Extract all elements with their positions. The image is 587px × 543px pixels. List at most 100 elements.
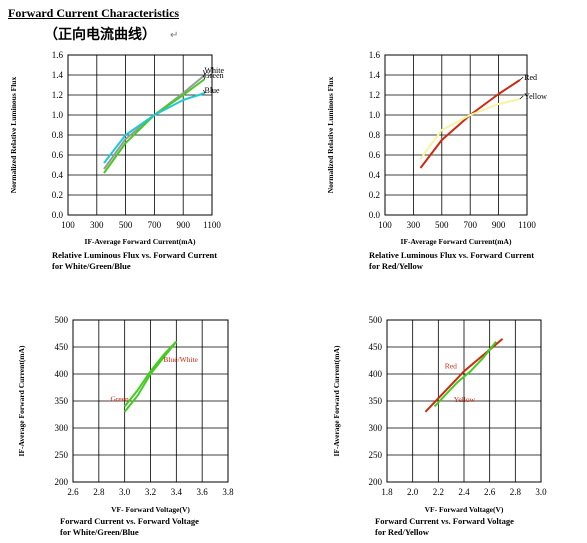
x-tick-label: 2.2 [433, 487, 444, 497]
x-tick-label: 2.6 [484, 487, 496, 497]
series-annotation: Red [445, 362, 457, 371]
y-tick-label: 500 [369, 315, 383, 325]
y-tick-label: 0.4 [52, 170, 64, 180]
chart-caption-line: Forward Current vs. Forward Voltage [60, 516, 199, 526]
y-tick-label: 1.4 [369, 70, 381, 80]
x-tick-label: 2.4 [458, 487, 470, 497]
series-label-leader [519, 76, 524, 81]
y-tick-label: 1.4 [52, 70, 64, 80]
y-tick-label: 250 [55, 450, 69, 460]
x-axis-label: IF-Average Forward Current(mA) [401, 237, 512, 246]
x-tick-label: 3.6 [197, 487, 209, 497]
x-tick-label: 2.0 [407, 487, 419, 497]
x-axis-label: VF- Forward Voltage(V) [111, 505, 190, 514]
y-tick-label: 0.4 [369, 170, 381, 180]
x-tick-label: 300 [407, 220, 421, 230]
x-tick-label: 300 [90, 220, 104, 230]
series-line-green [123, 340, 178, 413]
y-tick-label: 0.2 [52, 190, 63, 200]
series-label: Red [524, 73, 537, 82]
series-annotation: Green [110, 395, 129, 404]
y-tick-label: 350 [55, 396, 69, 406]
y-tick-label: 0.2 [369, 190, 380, 200]
chart-1: 100 300 500 700 900 1100 0.0 0.2 0.4 0.6 0.8 1.0 1.2… [9, 50, 225, 271]
y-tick-label: 200 [369, 477, 383, 487]
y-tick-label: 400 [55, 369, 69, 379]
y-tick-label: 500 [55, 315, 69, 325]
x-tick-label: 2.6 [67, 487, 79, 497]
y-tick-label: 0.8 [369, 130, 381, 140]
series-line-blue-white [123, 340, 178, 408]
chart-2: 100 300 500 700 900 1100 0.0 0.2 0.4 0.6 0.8 1.0 1.2… [326, 50, 547, 271]
y-tick-label: 0.6 [52, 150, 64, 160]
x-tick-label: 3.0 [535, 487, 547, 497]
chart-caption-line: for Red/Yellow [369, 261, 424, 271]
x-tick-label: 1.8 [381, 487, 393, 497]
y-tick-label: 450 [369, 342, 383, 352]
y-tick-label: 300 [369, 423, 383, 433]
y-tick-label: 200 [55, 477, 69, 487]
series-label-leader [203, 69, 206, 76]
chart-caption-line: for Red/Yellow [375, 527, 430, 537]
y-tick-label: 0.0 [369, 210, 381, 220]
y-axis-label: IF-Average Forward Current(mA) [332, 345, 341, 456]
chart-3: 2.6 2.8 3.0 3.2 3.4 3.6 3.8 200 250 300 350 400 450 5… [17, 315, 234, 537]
series-label-leader [202, 74, 206, 80]
x-tick-label: 100 [61, 220, 75, 230]
x-tick-label: 1100 [518, 220, 536, 230]
y-tick-label: 250 [369, 450, 383, 460]
y-tick-label: 1.6 [369, 50, 381, 60]
chart-caption-line: for White/Green/Blue [60, 527, 139, 537]
plot-frame [67, 54, 213, 216]
x-tick-label: 900 [492, 220, 506, 230]
chart-caption-line: for White/Green/Blue [52, 261, 131, 271]
x-tick-label: 100 [378, 220, 392, 230]
y-axis-label: IF-Average Forward Current(mA) [17, 345, 26, 456]
plot-frame [384, 54, 528, 216]
chart-caption-line: Forward Current vs. Forward Voltage [375, 516, 514, 526]
y-axis-label: Normalized Relative Luminous Flux [9, 77, 18, 194]
y-tick-label: 400 [369, 369, 383, 379]
x-tick-label: 3.4 [171, 487, 183, 497]
series-label-leader [203, 89, 206, 94]
series-line-blue [103, 92, 206, 164]
y-tick-label: 300 [55, 423, 69, 433]
page-subtitle: （正向电流曲线） [44, 27, 156, 43]
x-tick-label: 700 [148, 220, 162, 230]
y-tick-label: 1.2 [52, 90, 63, 100]
y-tick-label: 1.6 [52, 50, 64, 60]
y-tick-label: 1.0 [52, 110, 64, 120]
y-tick-label: 450 [55, 342, 69, 352]
series-label: Green [204, 71, 224, 80]
page-title: Forward Current Characteristics [8, 6, 180, 20]
chart-4: 1.8 2.0 2.2 2.4 2.6 2.8 3.0 200 250 300 350 400 450 5… [332, 315, 547, 537]
series-annotation: Blue/White [163, 355, 198, 364]
series-label: Blue [205, 86, 221, 95]
x-tick-label: 3.8 [222, 487, 234, 497]
x-axis-label: IF-Average Forward Current(mA) [85, 237, 196, 246]
chart-caption-line: Relative Luminous Flux vs. Forward Curre… [369, 250, 534, 260]
x-tick-label: 2.8 [93, 487, 105, 497]
x-tick-label: 1100 [203, 220, 221, 230]
series-label: White [205, 66, 225, 75]
series-line-yellow [433, 340, 497, 408]
x-tick-label: 500 [119, 220, 133, 230]
x-tick-label: 900 [176, 220, 190, 230]
plot-frame [386, 319, 542, 483]
series-annotation: Yellow [454, 395, 476, 404]
x-tick-label: 3.2 [145, 487, 156, 497]
plot-frame [72, 319, 229, 483]
y-tick-label: 0.8 [52, 130, 64, 140]
y-tick-label: 350 [369, 396, 383, 406]
chart-caption-line: Relative Luminous Flux vs. Forward Curre… [52, 250, 217, 260]
series-label-leader [519, 95, 524, 100]
y-tick-label: 0.6 [369, 150, 381, 160]
y-tick-label: 1.2 [369, 90, 380, 100]
x-tick-label: 500 [435, 220, 449, 230]
return-mark-icon: ↵ [170, 30, 179, 41]
x-tick-label: 2.8 [510, 487, 522, 497]
y-tick-label: 0.0 [52, 210, 64, 220]
x-axis-label: VF- Forward Voltage(V) [425, 505, 504, 514]
x-tick-label: 700 [463, 220, 477, 230]
